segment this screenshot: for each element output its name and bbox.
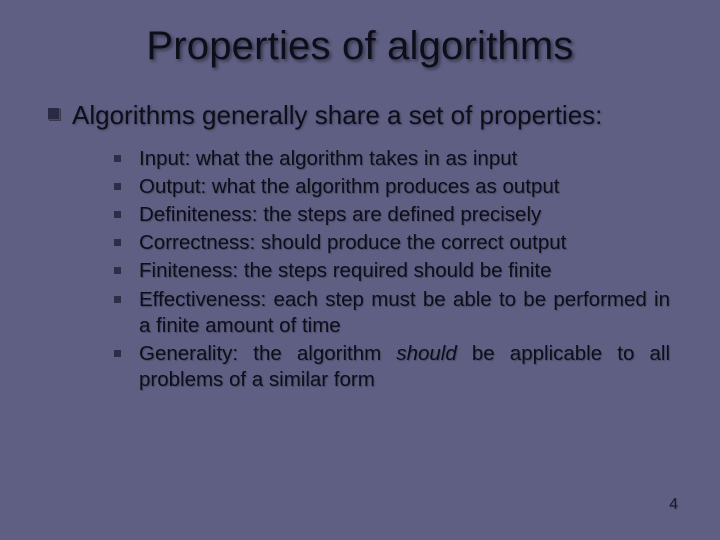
list-item: Output: what the algorithm produces as o…	[114, 174, 670, 200]
list-item-text: Correctness: should produce the correct …	[139, 230, 670, 256]
text-italic: should	[396, 342, 456, 365]
square-bullet-icon	[114, 350, 121, 357]
page-number: 4	[669, 496, 678, 514]
slide: Properties of algorithms Algorithms gene…	[0, 0, 720, 540]
list-item: Definiteness: the steps are defined prec…	[114, 202, 670, 228]
list-item: Finiteness: the steps required should be…	[114, 258, 670, 284]
list-item-text: Finiteness: the steps required should be…	[139, 258, 670, 284]
square-bullet-icon	[114, 267, 121, 274]
list-item-text: Effectiveness: each step must be able to…	[139, 287, 670, 339]
list-item-text: Input: what the algorithm takes in as in…	[139, 146, 670, 172]
square-bullet-icon	[114, 211, 121, 218]
slide-title: Properties of algorithms	[40, 24, 680, 69]
list-item: Effectiveness: each step must be able to…	[114, 287, 670, 339]
list-item-text: Definiteness: the steps are defined prec…	[139, 202, 670, 228]
square-bullet-icon	[114, 296, 121, 303]
text-prefix: Generality: the algorithm	[139, 342, 396, 365]
list-item-text: Output: what the algorithm produces as o…	[139, 174, 670, 200]
list-item: Input: what the algorithm takes in as in…	[114, 146, 670, 172]
main-point: Algorithms generally share a set of prop…	[48, 99, 680, 132]
square-bullet-icon	[114, 239, 121, 246]
properties-list: Input: what the algorithm takes in as in…	[114, 146, 670, 394]
list-item-text: Generality: the algorithm should be appl…	[139, 341, 670, 393]
list-item: Generality: the algorithm should be appl…	[114, 341, 670, 393]
square-bullet-icon	[114, 183, 121, 190]
main-point-text: Algorithms generally share a set of prop…	[72, 99, 602, 132]
square-bullet-icon	[114, 155, 121, 162]
square-bullet-icon	[48, 108, 60, 120]
list-item: Correctness: should produce the correct …	[114, 230, 670, 256]
